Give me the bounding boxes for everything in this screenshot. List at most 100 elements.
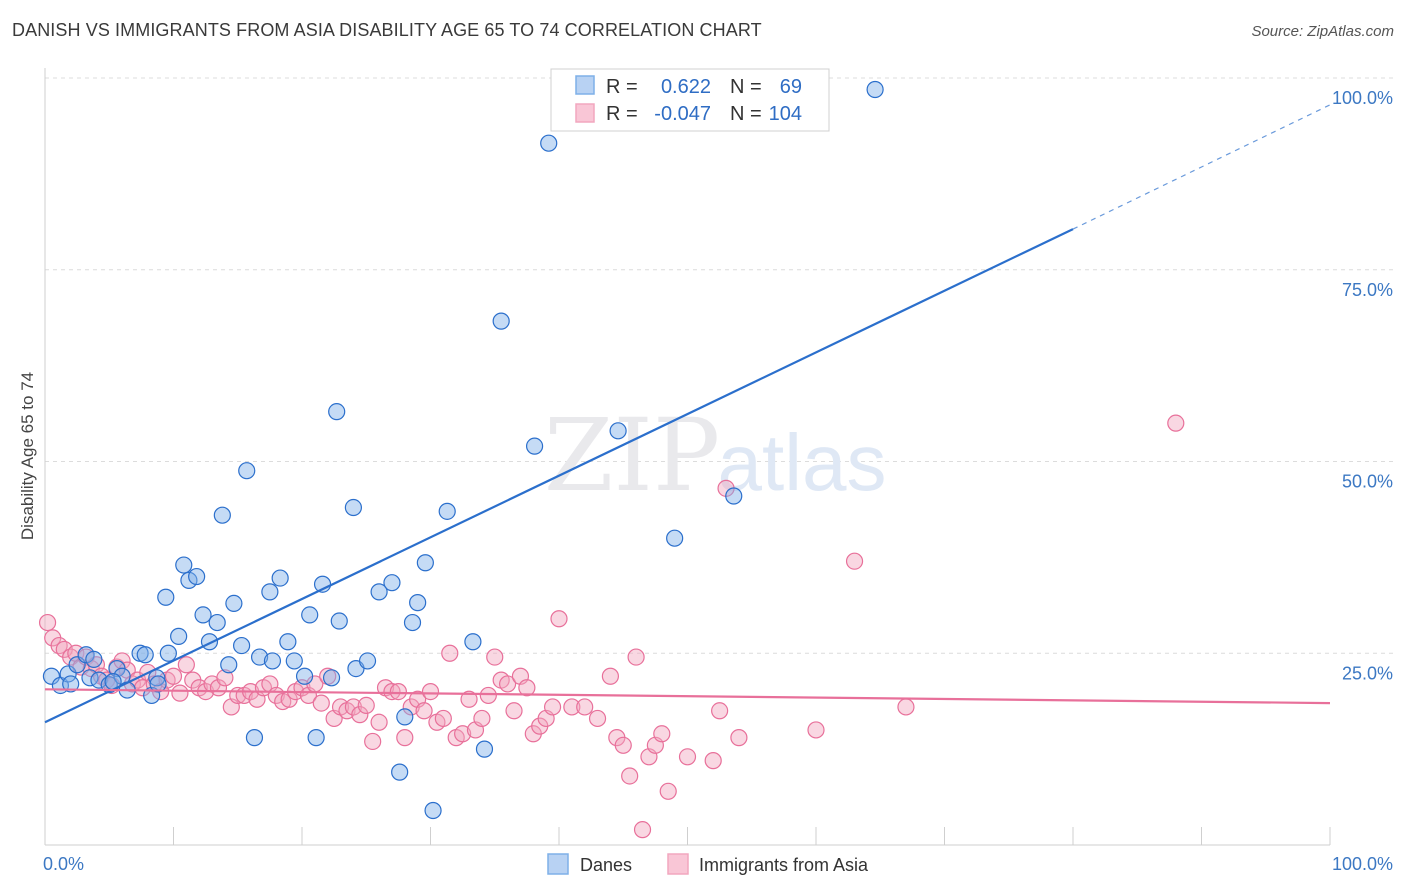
danes-point bbox=[866, 80, 884, 99]
asia-point bbox=[845, 552, 864, 570]
asia-point bbox=[312, 694, 330, 712]
legend-asia-swatch bbox=[667, 853, 689, 875]
tick-labels: 0.0% 100.0% 25.0% 50.0% 75.0% 100.0% bbox=[43, 88, 1393, 874]
danes-point bbox=[42, 667, 61, 685]
asia-trendline bbox=[44, 688, 1331, 705]
asia-point bbox=[473, 709, 491, 728]
asia-point bbox=[576, 698, 594, 716]
danes-point bbox=[188, 567, 206, 586]
danes-point bbox=[358, 652, 377, 670]
grid-lines bbox=[45, 77, 1395, 654]
danes-point bbox=[279, 633, 297, 651]
watermark-zip: ZIP bbox=[544, 397, 720, 514]
y-tick-label: 100.0% bbox=[1332, 88, 1393, 108]
asia-point bbox=[711, 702, 729, 720]
asia-point bbox=[563, 698, 581, 716]
asia-point bbox=[441, 644, 459, 662]
danes-point bbox=[149, 675, 167, 693]
danes-point bbox=[295, 667, 314, 685]
danes-point bbox=[271, 569, 289, 587]
danes-point bbox=[540, 134, 558, 152]
danes-point bbox=[157, 588, 175, 606]
danes-point bbox=[159, 644, 177, 662]
danes-point bbox=[403, 613, 422, 632]
danes-point bbox=[301, 606, 319, 624]
asia-point bbox=[396, 729, 414, 747]
bottom-legend: Danes Immigrants from Asia bbox=[547, 853, 869, 875]
axes bbox=[44, 68, 1331, 846]
asia-point bbox=[627, 648, 645, 666]
chart-title: DANISH VS IMMIGRANTS FROM ASIA DISABILIT… bbox=[12, 20, 762, 40]
asia-point bbox=[807, 721, 825, 739]
danes-point bbox=[250, 648, 269, 666]
asia-r-value: -0.047 bbox=[654, 103, 711, 125]
danes-point bbox=[725, 487, 743, 505]
danes-point bbox=[416, 554, 434, 572]
asia-point bbox=[171, 684, 189, 702]
asia-point bbox=[505, 702, 523, 720]
danes-point bbox=[307, 729, 325, 747]
danes-trendline-extension bbox=[1072, 104, 1331, 230]
asia-n-label: N = bbox=[730, 103, 762, 125]
danes-swatch bbox=[575, 75, 595, 95]
danes-point bbox=[322, 669, 341, 687]
asia-point bbox=[434, 709, 452, 728]
asia-point bbox=[588, 709, 607, 728]
danes-point bbox=[328, 403, 346, 421]
danes-point bbox=[396, 708, 414, 726]
asia-point bbox=[383, 682, 401, 701]
y-tick-label: 50.0% bbox=[1342, 472, 1393, 492]
asia-point bbox=[389, 682, 407, 701]
watermark: ZIP atlas bbox=[544, 397, 887, 514]
asia-point bbox=[38, 613, 57, 632]
asia-point bbox=[479, 686, 497, 705]
danes-point bbox=[344, 498, 362, 517]
danes-r-label: R = bbox=[606, 76, 638, 98]
stats-legend-box: R = 0.622 N = 69 R = -0.047 N = 104 bbox=[550, 68, 830, 132]
danes-point bbox=[238, 462, 256, 480]
chart-source: Source: ZipAtlas.com bbox=[1251, 23, 1394, 40]
asia-point bbox=[357, 696, 375, 715]
danes-point bbox=[59, 665, 77, 683]
danes-r-value: 0.622 bbox=[661, 76, 711, 98]
danes-point bbox=[409, 594, 427, 612]
danes-point bbox=[370, 583, 388, 601]
danes-point bbox=[233, 636, 251, 655]
asia-point bbox=[730, 729, 748, 747]
asia-r-label: R = bbox=[606, 103, 638, 125]
asia-point bbox=[550, 610, 568, 628]
y-tick-label: 75.0% bbox=[1342, 280, 1393, 300]
asia-point bbox=[216, 669, 234, 687]
legend-danes-swatch bbox=[547, 853, 569, 875]
danes-point bbox=[383, 574, 401, 592]
asia-point bbox=[601, 667, 620, 685]
asia-point bbox=[897, 698, 915, 716]
asia-point bbox=[486, 648, 504, 666]
danes-point bbox=[263, 652, 282, 670]
danes-point bbox=[136, 646, 154, 664]
danes-point bbox=[180, 571, 198, 589]
asia-points bbox=[38, 414, 1185, 839]
trendlines bbox=[44, 104, 1331, 724]
asia-point bbox=[364, 732, 382, 751]
danes-point bbox=[62, 675, 80, 693]
x-tick-label: 0.0% bbox=[43, 854, 84, 874]
asia-point bbox=[659, 782, 677, 800]
danes-point bbox=[424, 801, 442, 820]
asia-point bbox=[614, 736, 632, 754]
danes-point bbox=[609, 422, 627, 440]
danes-n-label: N = bbox=[730, 76, 762, 98]
danes-point bbox=[213, 506, 231, 524]
danes-point bbox=[464, 633, 482, 651]
asia-point bbox=[351, 706, 369, 724]
x-tick-label: 100.0% bbox=[1332, 854, 1393, 874]
danes-point bbox=[285, 652, 303, 670]
legend-danes-label: Danes bbox=[580, 855, 632, 875]
danes-point bbox=[391, 763, 409, 781]
y-tick-label: 25.0% bbox=[1342, 663, 1393, 683]
asia-point bbox=[704, 752, 722, 770]
danes-point bbox=[525, 437, 544, 455]
danes-point bbox=[220, 656, 238, 674]
asia-point bbox=[543, 698, 562, 716]
